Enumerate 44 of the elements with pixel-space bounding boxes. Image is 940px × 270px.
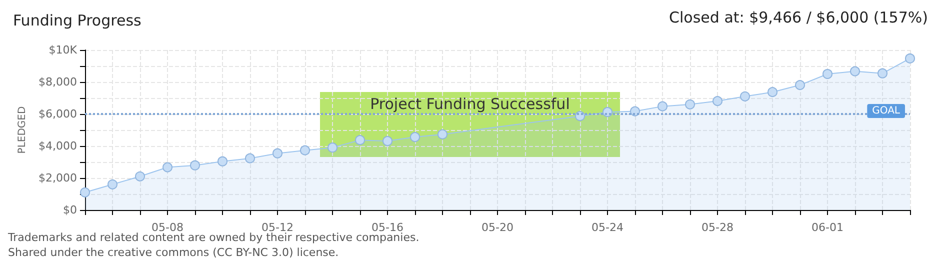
annotation: Project Funding Successful <box>369 95 571 113</box>
x-tick-label: 05-12 <box>262 221 294 234</box>
point <box>768 87 778 98</box>
point <box>822 69 832 79</box>
point <box>162 162 172 172</box>
point <box>850 66 860 76</box>
point <box>410 132 420 142</box>
point <box>740 91 750 102</box>
point <box>108 179 118 190</box>
point <box>80 187 90 198</box>
text: Shared under the creative commons (CC BY-NC 3.0) license. <box>8 246 339 259</box>
point <box>272 148 282 158</box>
point <box>328 142 338 153</box>
point <box>245 153 255 164</box>
x-tick-label: 05-20 <box>482 221 514 234</box>
point <box>685 99 695 110</box>
y-axis-title: PLEDGED <box>17 106 28 154</box>
y-tick-label: $6,000 <box>38 108 77 120</box>
y-tick-label: $2,000 <box>38 172 77 184</box>
point <box>658 101 668 112</box>
point <box>382 136 392 146</box>
x-tick-label: 05-28 <box>702 221 734 234</box>
point <box>878 68 888 78</box>
y-tick-label: $0 <box>63 204 77 216</box>
point <box>190 160 200 170</box>
point <box>438 129 448 140</box>
y-tick-label: $8,000 <box>38 76 77 88</box>
chart-title: Funding Progress <box>13 12 142 30</box>
y-tick-label: $4,000 <box>38 140 77 152</box>
point <box>905 53 915 64</box>
x-tick-label: 06-01 <box>812 221 844 234</box>
x-tick-label: 05-08 <box>152 221 184 234</box>
text: Trademarks and related content are owned by their respective companies. <box>7 231 420 244</box>
text: Closed at: $9,466 / $6,000 (157%) <box>669 8 928 26</box>
point <box>712 96 722 106</box>
x-tick-label: 05-16 <box>372 221 404 234</box>
x-tick-label: 05-24 <box>592 221 624 234</box>
point <box>300 145 310 156</box>
y-tick-label: $10K <box>48 44 78 56</box>
point <box>135 171 145 182</box>
point <box>355 135 365 146</box>
ref-line-label: GOAL <box>872 106 900 116</box>
point <box>795 80 805 90</box>
point <box>218 156 228 166</box>
